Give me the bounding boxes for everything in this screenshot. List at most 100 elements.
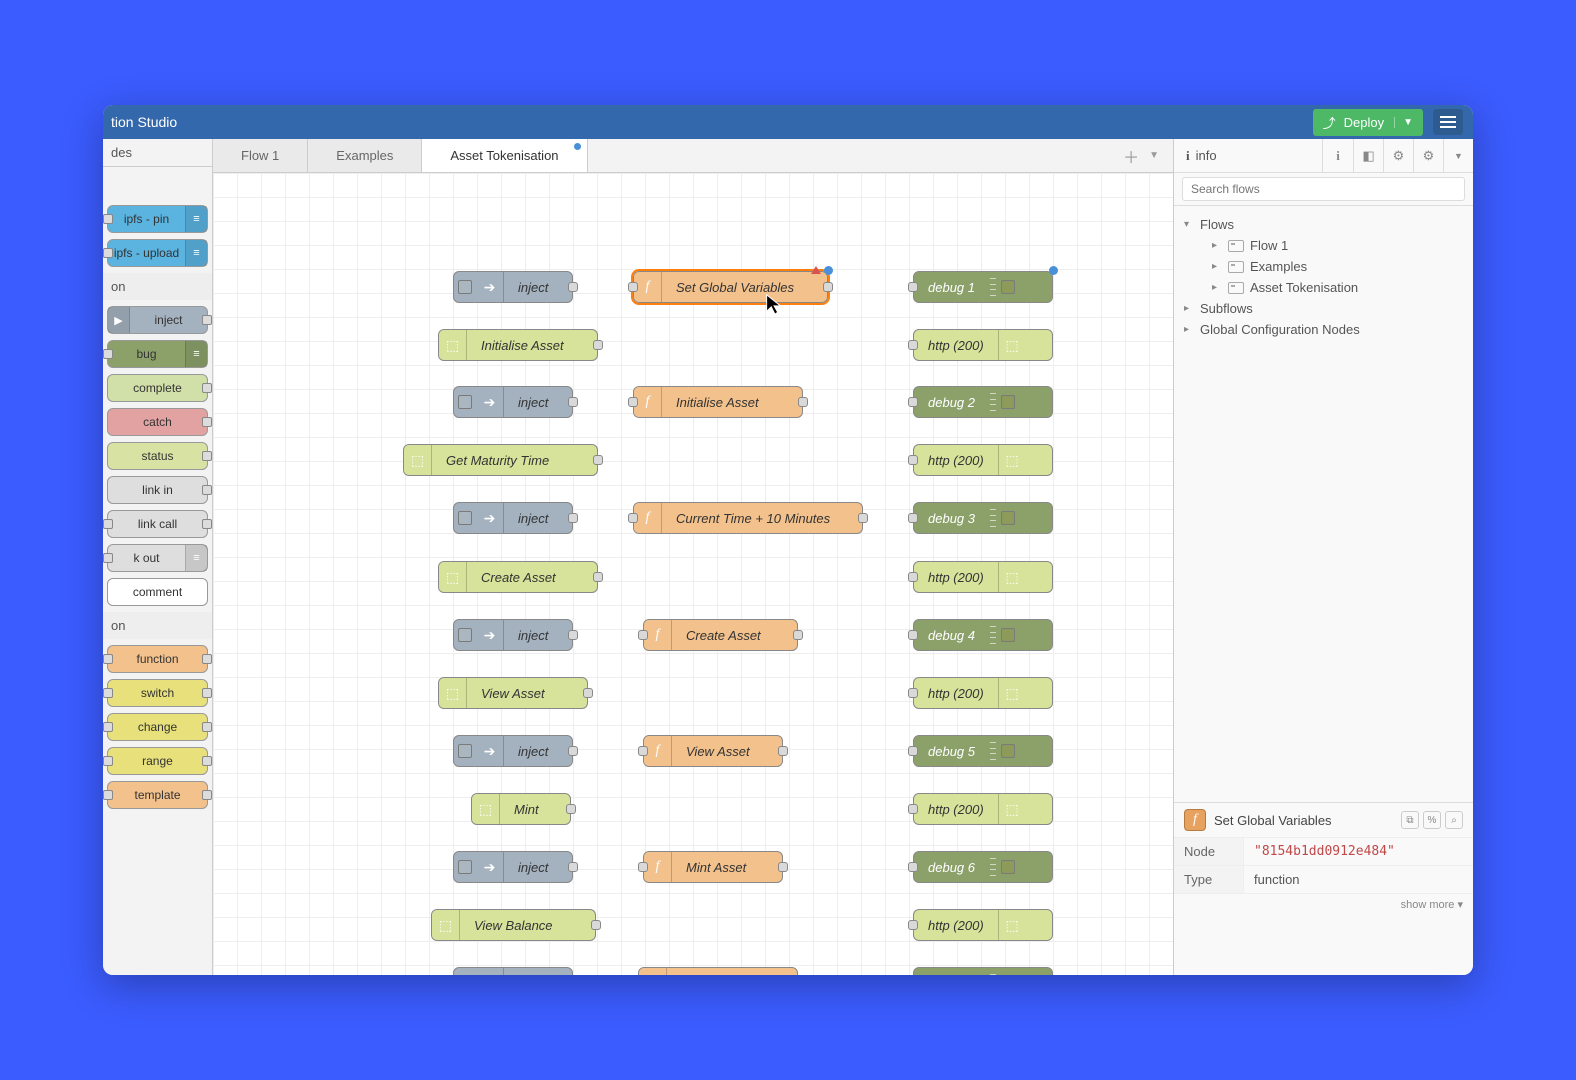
palette-node-status[interactable]: status xyxy=(107,442,208,470)
info-sidebar: i info i ◧ ⚙ ⚙ ▼ ▾Flows ▸Flow 1▸Examples… xyxy=(1173,139,1473,975)
flow-node-fn7[interactable]: fView Balance xyxy=(638,967,798,975)
palette-node-function[interactable]: function xyxy=(107,645,208,673)
sidebar-tab-info-label: info xyxy=(1196,148,1217,163)
main-menu-button[interactable] xyxy=(1433,109,1463,135)
inspector-link-button[interactable]: % xyxy=(1423,811,1441,829)
palette-group-common[interactable]: on xyxy=(103,273,212,300)
tree-global-config[interactable]: ▸Global Configuration Nodes xyxy=(1184,319,1463,340)
palette-node-range[interactable]: range xyxy=(107,747,208,775)
tree-flow-asset-tokenisation[interactable]: ▸Asset Tokenisation xyxy=(1184,277,1463,298)
flow-node-http5[interactable]: ⬚Mint xyxy=(471,793,571,825)
flow-tree: ▾Flows ▸Flow 1▸Examples▸Asset Tokenisati… xyxy=(1174,206,1473,348)
flow-node-dbg2[interactable]: debug 2 xyxy=(913,386,1053,418)
app-title: tion Studio xyxy=(103,114,177,130)
tabs-actions: ＋ ▼ xyxy=(1109,139,1173,172)
flow-node-httpres1[interactable]: http (200)⬚ xyxy=(913,329,1053,361)
flow-node-http3[interactable]: ⬚Create Asset xyxy=(438,561,598,593)
tree-flows[interactable]: ▾Flows xyxy=(1184,214,1463,235)
search-flows-input[interactable] xyxy=(1182,177,1465,201)
flow-node-dbg5[interactable]: debug 5 xyxy=(913,735,1053,767)
flow-node-fn4[interactable]: fCreate Asset xyxy=(643,619,798,651)
palette-node-ipfs---pin[interactable]: ipfs - pin≡ xyxy=(107,205,208,233)
node-inspector: f Set Global Variables ⧉ % ⌕ Node "8154b… xyxy=(1174,802,1473,975)
flow-node-http4[interactable]: ⬚View Asset xyxy=(438,677,588,709)
flow-node-http6[interactable]: ⬚View Balance xyxy=(431,909,596,941)
flow-node-httpres4[interactable]: http (200)⬚ xyxy=(913,677,1053,709)
sidebar-tab-context[interactable]: ⚙ xyxy=(1413,139,1443,172)
palette-node-catch[interactable]: catch xyxy=(107,408,208,436)
flow-node-httpres5[interactable]: http (200)⬚ xyxy=(913,793,1053,825)
editor-center: Flow 1ExamplesAsset Tokenisation ＋ ▼ ➔in… xyxy=(213,139,1173,975)
flow-node-dbg6[interactable]: debug 6 xyxy=(913,851,1053,883)
palette-node-complete[interactable]: complete xyxy=(107,374,208,402)
flow-node-httpres2[interactable]: http (200)⬚ xyxy=(913,444,1053,476)
tree-flow-examples[interactable]: ▸Examples xyxy=(1184,256,1463,277)
inspector-type-key: Type xyxy=(1174,866,1244,893)
add-flow-button[interactable]: ＋ xyxy=(1123,144,1139,168)
flow-node-fn1[interactable]: fSet Global Variables xyxy=(633,271,828,303)
app-header: tion Studio ⤴ Deploy ▼ xyxy=(103,105,1473,139)
palette-node-change[interactable]: change xyxy=(107,713,208,741)
palette-node-ipfs---upload[interactable]: ipfs - upload≡ xyxy=(107,239,208,267)
tree-subflows[interactable]: ▸Subflows xyxy=(1184,298,1463,319)
inspector-search-button[interactable]: ⌕ xyxy=(1445,811,1463,829)
deploy-dropdown-icon[interactable]: ▼ xyxy=(1394,117,1413,128)
deploy-button[interactable]: ⤴ Deploy ▼ xyxy=(1313,109,1423,136)
flow-node-http1[interactable]: ⬚Initialise Asset xyxy=(438,329,598,361)
flow-node-fn6[interactable]: fMint Asset xyxy=(643,851,783,883)
flow-node-inj1[interactable]: ➔inject xyxy=(453,271,573,303)
flow-node-inj2[interactable]: ➔inject xyxy=(453,386,573,418)
palette-node-link-in[interactable]: link in xyxy=(107,476,208,504)
palette-node-k-out[interactable]: k out≡ xyxy=(107,544,208,572)
header-controls: ⤴ Deploy ▼ xyxy=(1313,109,1463,136)
deploy-label: Deploy xyxy=(1344,115,1384,130)
flow-canvas[interactable]: ➔inject fSet Global Variables debug 1 ⬚Init… xyxy=(213,173,1173,975)
sidebar-tab-debug[interactable]: ◧ xyxy=(1353,139,1383,172)
function-icon: f xyxy=(1184,809,1206,831)
flow-node-dbg1[interactable]: debug 1 xyxy=(913,271,1053,303)
tree-flow-flow-1[interactable]: ▸Flow 1 xyxy=(1184,235,1463,256)
inspector-show-more[interactable]: show more ▾ xyxy=(1174,894,1473,915)
flow-node-inj4[interactable]: ➔inject xyxy=(453,619,573,651)
main-layout: des ipfs - pin≡ ipfs - upload≡ on ▶inject… xyxy=(103,139,1473,975)
sidebar-tabs: i info i ◧ ⚙ ⚙ ▼ xyxy=(1174,139,1473,173)
palette-sidebar: des ipfs - pin≡ ipfs - upload≡ on ▶inject… xyxy=(103,139,213,975)
flow-node-fn5[interactable]: fView Asset xyxy=(643,735,783,767)
flow-node-dbg3[interactable]: debug 3 xyxy=(913,502,1053,534)
inspector-copy-button[interactable]: ⧉ xyxy=(1401,811,1419,829)
sidebar-tab-config[interactable]: ⚙ xyxy=(1383,139,1413,172)
palette-node-inject[interactable]: ▶inject xyxy=(107,306,208,334)
palette-group-function[interactable]: on xyxy=(103,612,212,639)
flow-node-httpres3[interactable]: http (200)⬚ xyxy=(913,561,1053,593)
flow-node-fn2[interactable]: fInitialise Asset xyxy=(633,386,803,418)
flow-node-inj3[interactable]: ➔inject xyxy=(453,502,573,534)
flow-node-http2[interactable]: ⬚Get Maturity Time xyxy=(403,444,598,476)
flow-node-inj5[interactable]: ➔inject xyxy=(453,735,573,767)
inspector-node-name: Set Global Variables xyxy=(1214,813,1332,828)
app-window: tion Studio ⤴ Deploy ▼ des ipfs - pin≡ ip… xyxy=(103,105,1473,975)
palette-node-link-call[interactable]: link call xyxy=(107,510,208,538)
flow-menu-button[interactable]: ▼ xyxy=(1149,150,1159,161)
palette-node-bug[interactable]: bug≡ xyxy=(107,340,208,368)
flow-node-inj6[interactable]: ➔inject xyxy=(453,851,573,883)
flow-node-inj7[interactable]: ➔inject xyxy=(453,967,573,975)
sidebar-tab-help[interactable]: i xyxy=(1323,139,1353,172)
palette-title: des xyxy=(103,139,212,167)
flow-node-dbg4[interactable]: debug 4 xyxy=(913,619,1053,651)
palette-node-comment[interactable]: comment xyxy=(107,578,208,606)
inspector-node-id: "8154b1dd0912e484" xyxy=(1244,838,1473,865)
flow-node-fn3[interactable]: fCurrent Time + 10 Minutes xyxy=(633,502,863,534)
tab-examples[interactable]: Examples xyxy=(308,139,422,172)
palette-node-template[interactable]: template xyxy=(107,781,208,809)
tab-asset-tokenisation[interactable]: Asset Tokenisation xyxy=(422,139,587,172)
palette-node-switch[interactable]: switch xyxy=(107,679,208,707)
inspector-type-value: function xyxy=(1244,866,1473,893)
flow-node-dbg7[interactable]: debug 7 xyxy=(913,967,1053,975)
cursor-icon xyxy=(763,293,785,315)
flow-node-httpres6[interactable]: http (200)⬚ xyxy=(913,909,1053,941)
deploy-icon: ⤴ xyxy=(1323,113,1336,132)
sidebar-search xyxy=(1174,173,1473,206)
tab-flow-1[interactable]: Flow 1 xyxy=(213,139,308,172)
sidebar-tab-info[interactable]: i info xyxy=(1174,148,1229,164)
sidebar-tab-more[interactable]: ▼ xyxy=(1443,139,1473,172)
